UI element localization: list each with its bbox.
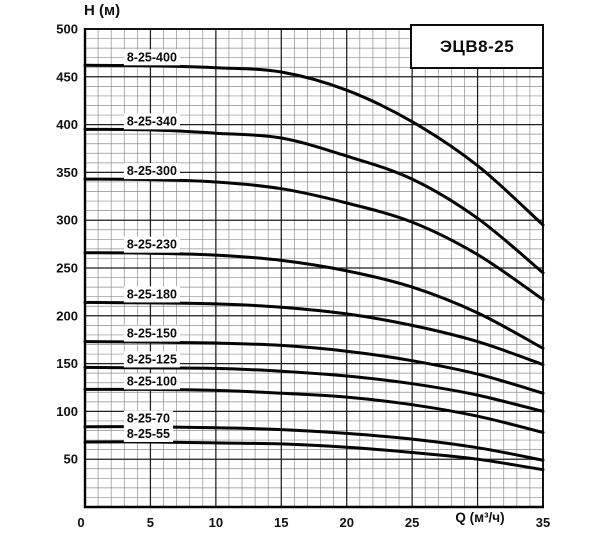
- y-tick-200: 200: [56, 308, 78, 323]
- curve-label-8-25-125: 8-25-125: [127, 352, 177, 366]
- curve-label-8-25-340: 8-25-340: [127, 114, 177, 128]
- y-tick-250: 250: [56, 261, 78, 276]
- curve-8-25-55: [83, 440, 545, 472]
- curve-labels: 8-25-400 8-25-340 8-25-300 8-25-230 8-25-180…: [123, 49, 180, 442]
- curve-label-8-25-230: 8-25-230: [127, 238, 177, 252]
- curve-8-25-230: [83, 251, 545, 350]
- x-tick-5: 5: [147, 515, 154, 530]
- curve-label-8-25-300: 8-25-300: [127, 164, 177, 178]
- curve-8-25-125: [83, 365, 545, 413]
- curve-label-bg: [123, 113, 180, 130]
- curve-label-bg: [123, 373, 180, 390]
- curve-label-bg: [123, 236, 180, 253]
- x-tick-20: 20: [339, 515, 353, 530]
- y-tick-400: 400: [56, 117, 78, 132]
- curve-label-bg: [123, 163, 180, 180]
- x-axis-title: Q (м³/ч): [455, 510, 505, 525]
- curve-label-bg: [123, 351, 180, 368]
- y-tick-100: 100: [56, 404, 78, 419]
- curve-label-8-25-400: 8-25-400: [127, 50, 177, 64]
- y-axis-title: Н (м): [84, 2, 121, 19]
- curve-label-bg: [123, 325, 180, 342]
- curve-8-25-180: [83, 300, 545, 367]
- curve-label-bg: [123, 286, 180, 303]
- curve-8-25-400: [83, 63, 545, 227]
- chart-title: ЭЦВ8-25: [439, 36, 515, 56]
- y-tick-500: 500: [56, 22, 78, 37]
- curve-label-bg: [123, 425, 174, 442]
- x-tick-35: 35: [536, 515, 550, 530]
- curve-8-25-340: [83, 127, 545, 275]
- curve-label-8-25-70: 8-25-70: [127, 412, 170, 426]
- pump-curves: [83, 63, 545, 472]
- curve-label-bg: [123, 410, 174, 427]
- curve-8-25-300: [83, 177, 545, 301]
- x-tick-10: 10: [209, 515, 223, 530]
- chart-title-box: ЭЦВ8-25: [410, 24, 544, 69]
- curve-8-25-100: [83, 387, 545, 434]
- y-tick-300: 300: [56, 213, 78, 228]
- curve-label-8-25-55: 8-25-55: [127, 427, 170, 441]
- curve-label-8-25-150: 8-25-150: [127, 327, 177, 341]
- y-tick-450: 450: [56, 69, 78, 84]
- curve-label-8-25-100: 8-25-100: [127, 374, 177, 388]
- curve-label-bg: [123, 49, 180, 66]
- x-tick-25: 25: [405, 515, 419, 530]
- y-tick-150: 150: [56, 356, 78, 371]
- origin-tick: 0: [77, 515, 84, 530]
- curve-8-25-150: [83, 340, 545, 395]
- x-tick-15: 15: [274, 515, 288, 530]
- y-tick-50: 50: [64, 452, 78, 467]
- y-tick-350: 350: [56, 165, 78, 180]
- curve-label-8-25-180: 8-25-180: [127, 287, 177, 301]
